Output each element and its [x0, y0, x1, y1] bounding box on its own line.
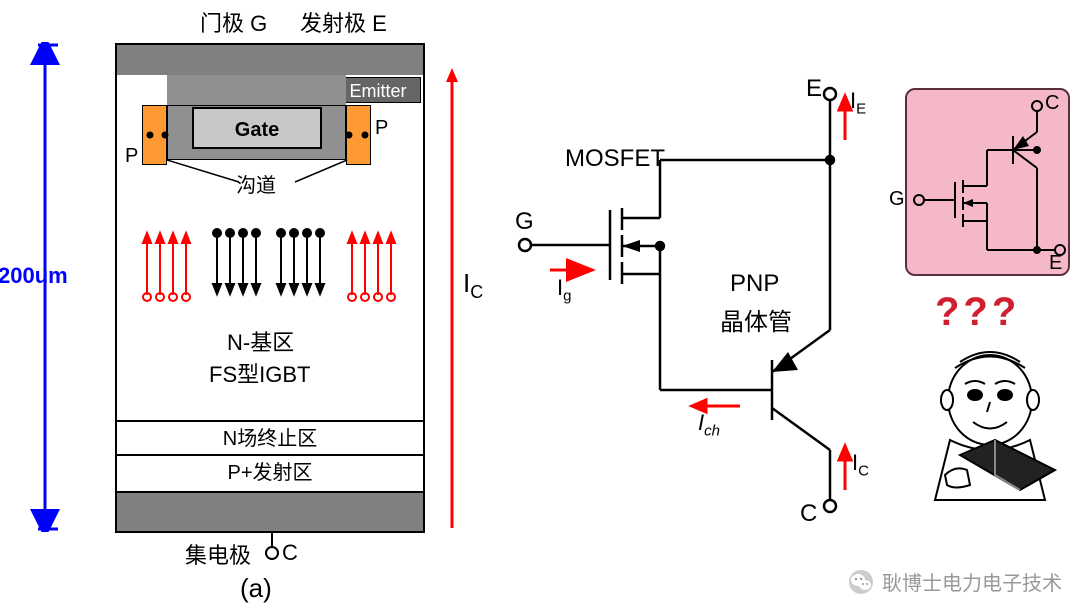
ic-label: IC [463, 268, 483, 303]
circuit-svg [510, 70, 910, 540]
inset-g: G [889, 188, 905, 211]
emitter-label: 发射极 E [300, 6, 387, 38]
n-fieldstop-text: N场终止区 [223, 428, 317, 450]
question-marks: ??? [935, 290, 1020, 335]
emitter-box-text: Emitter [349, 81, 406, 101]
fs-igbt-label: FS型IGBT [209, 357, 310, 389]
cartoon-reader [905, 340, 1075, 540]
ich-sub: ch [704, 422, 720, 439]
icb-sub: C [858, 462, 869, 479]
e-label: E [806, 75, 822, 103]
p-plus-text: P+发射区 [227, 462, 312, 484]
pnp-label: PNP [730, 270, 779, 298]
emitter-box: Emitter [335, 77, 421, 103]
icb-label: IC [852, 450, 869, 479]
caption-a: (a) [240, 573, 272, 604]
contact-dots [137, 131, 407, 143]
gate-surround [167, 75, 346, 105]
ich-label: Ich [698, 410, 720, 439]
p-plus-region: P+发射区 [117, 456, 423, 492]
p-left-label: P [125, 145, 138, 168]
cross-section: Emitter P P N+ N+ Gate 沟道 [115, 43, 425, 533]
ig-sub: g [563, 287, 571, 304]
transistor-label: 晶体管 [720, 302, 792, 337]
wechat-icon [848, 569, 874, 595]
inset-c: C [1045, 92, 1059, 115]
mosfet-label: MOSFET [565, 145, 665, 173]
g-label: G [515, 208, 534, 236]
panel-a: 门极 G 发射极 E 200um Emitter P P N+ N+ [60, 8, 520, 598]
channel-lines [167, 160, 372, 200]
collector-C: C [282, 540, 298, 566]
inset-svg [907, 90, 1072, 278]
n-base-label: N-基区 [227, 325, 294, 357]
top-electrode [117, 45, 423, 75]
inset-e: E [1049, 252, 1062, 275]
watermark: 耿博士电力电子技术 [848, 567, 1062, 596]
ic-sub: C [470, 282, 483, 302]
n-fieldstop: N场终止区 [117, 420, 423, 456]
gate-label: 门极 G [200, 6, 267, 38]
carrier-arrows [127, 205, 417, 305]
dimension-text: 200um [0, 263, 68, 289]
c-label: C [800, 500, 817, 528]
watermark-text: 耿博士电力电子技术 [882, 567, 1062, 596]
panel-b: MOSFET G Ig E IE PNP 晶体管 Ich IC C [510, 70, 910, 540]
collector-label: 集电极 [185, 538, 251, 570]
bottom-electrode [117, 491, 423, 531]
ie-sub: E [856, 100, 866, 117]
ie-label: IE [850, 88, 866, 117]
ig-label: Ig [557, 275, 571, 304]
inset-box: G C E [905, 88, 1070, 276]
